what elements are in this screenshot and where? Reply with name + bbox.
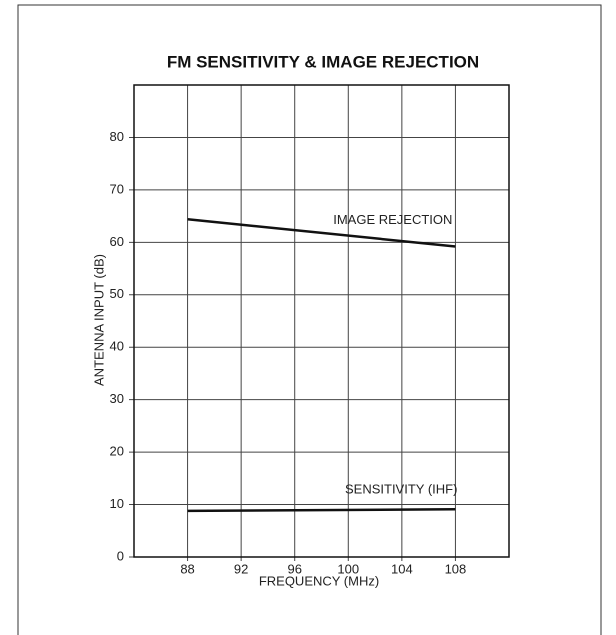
- plot-frame: [133, 84, 510, 558]
- series-line: [187, 508, 456, 513]
- y-tick-label: 10: [110, 496, 124, 511]
- y-tick-label: 20: [110, 444, 124, 459]
- y-tick-label: 50: [110, 286, 124, 301]
- y-tick-label: 40: [110, 339, 124, 354]
- series-label: SENSITIVITY (IHF): [345, 482, 457, 497]
- x-tick-label: 100: [337, 561, 359, 576]
- y-tick-label: 0: [117, 548, 124, 563]
- x-axis-label: FREQUENCY (MHz): [259, 573, 379, 588]
- series-label: IMAGE REJECTION: [333, 212, 452, 227]
- y-tick-label: 70: [110, 181, 124, 196]
- y-tick-label: 60: [110, 234, 124, 249]
- x-tick-label: 104: [391, 561, 413, 576]
- x-tick-label: 88: [180, 561, 194, 576]
- series-line: [187, 218, 456, 248]
- frame: [17, 4, 602, 635]
- y-tick-label: 30: [110, 391, 124, 406]
- x-tick-label: 92: [234, 561, 248, 576]
- x-tick-label: 108: [445, 561, 467, 576]
- y-axis-label: ANTENNA INPUT (dB): [91, 254, 106, 386]
- y-tick-label: 80: [110, 129, 124, 144]
- x-tick-label: 96: [287, 561, 301, 576]
- chart-title: FM SENSITIVITY & IMAGE REJECTION: [167, 52, 479, 71]
